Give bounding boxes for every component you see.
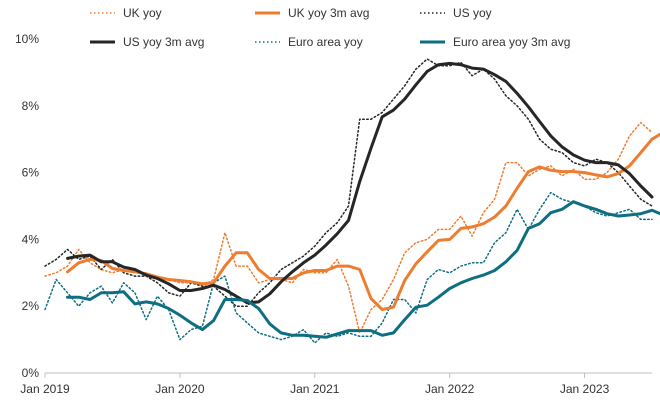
y-axis: 0% 2% 4% 6% 8% 10% — [15, 32, 39, 380]
legend-label: UK yoy — [123, 6, 162, 20]
legend-label: Euro area yoy — [288, 35, 363, 49]
legend-item-us-yoy: US yoy — [420, 6, 492, 20]
plot-area — [44, 58, 660, 344]
series-line-euro-area-yoy-3m-avg — [66, 200, 660, 339]
legend-label: US yoy — [453, 6, 492, 20]
x-tick-label: Jan 2022 — [425, 382, 475, 396]
legend-label: UK yoy 3m avg — [288, 6, 369, 20]
series-line-uk-yoy — [44, 121, 653, 334]
legend-label: US yoy 3m avg — [123, 35, 204, 49]
y-tick-label: 8% — [22, 99, 40, 113]
x-axis: Jan 2019 Jan 2020 Jan 2021 Jan 2022 Jan 2023 — [20, 372, 652, 396]
series-line-us-yoy-3m-avg — [66, 61, 654, 305]
legend-item-uk-yoy: UK yoy — [90, 6, 162, 20]
series-line-euro-area-yoy — [44, 191, 653, 344]
x-tick-label: Jan 2021 — [290, 382, 340, 396]
y-tick-label: 6% — [22, 166, 40, 180]
chart-legend: UK yoy UK yoy 3m avg US yoy US yoy 3m avg Eu… — [90, 6, 570, 49]
legend-item-euro-area-yoy: Euro area yoy — [255, 35, 363, 49]
x-tick-label: Jan 2023 — [560, 382, 610, 396]
x-tick-label: Jan 2020 — [155, 382, 205, 396]
y-tick-label: 10% — [15, 32, 39, 46]
series-line-uk-yoy-3m-avg — [66, 132, 660, 311]
legend-item-uk-yoy-3m-avg: UK yoy 3m avg — [255, 6, 369, 20]
x-tick-label: Jan 2019 — [20, 382, 70, 396]
legend-label: Euro area yoy 3m avg — [453, 35, 570, 49]
y-tick-label: 4% — [22, 232, 40, 246]
legend-item-us-yoy-3m-avg: US yoy 3m avg — [90, 35, 204, 49]
y-tick-label: 0% — [22, 366, 40, 380]
y-tick-label: 2% — [22, 299, 40, 313]
legend-item-euro-area-yoy-3m-avg: Euro area yoy 3m avg — [420, 35, 570, 49]
